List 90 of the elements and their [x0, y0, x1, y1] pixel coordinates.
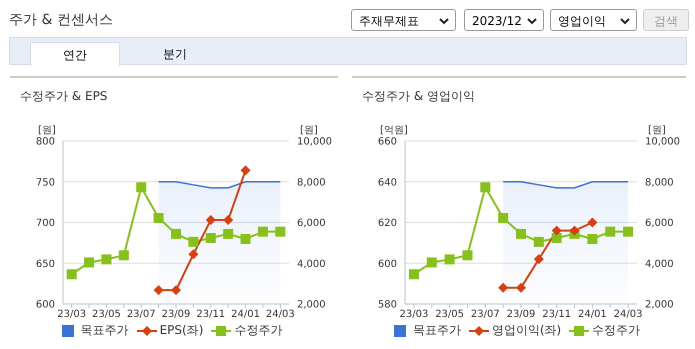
point: [570, 226, 580, 236]
chart-title: 수정주가 & EPS: [20, 88, 108, 105]
point: [101, 254, 112, 264]
point: [587, 234, 598, 244]
legend-label: 목표주가: [412, 322, 461, 339]
point: [154, 285, 164, 296]
point: [605, 226, 616, 237]
x-tick-label: 24/01: [231, 309, 260, 320]
point: [623, 226, 634, 237]
chart-title: 수정주가 & 영업이익: [362, 88, 475, 105]
x-tick-label: 23/11: [542, 309, 572, 320]
point: [223, 228, 234, 239]
point: [480, 182, 490, 192]
point: [552, 226, 562, 236]
y2-tick-label: 10,000: [645, 136, 680, 148]
x-tick-label: 23/03: [57, 309, 86, 320]
point: [462, 250, 472, 260]
point: [516, 282, 526, 293]
y2-tick-label: 10,000: [297, 136, 332, 148]
y-tick-label: 620: [378, 218, 397, 230]
point: [408, 269, 419, 280]
y2-tick-label: 2,000: [645, 300, 674, 311]
dropdown-field: 2023/12: [464, 9, 544, 31]
point: [552, 232, 562, 243]
y2-tick-label: 2,000: [297, 300, 326, 311]
y-tick-label: 750: [36, 177, 55, 188]
dropdown-field: 영업이익: [550, 9, 637, 31]
point: [275, 226, 286, 237]
y-axis-title: [억원]: [380, 124, 408, 137]
text: 분기: [162, 46, 188, 63]
x-tick-label: 23/05: [92, 309, 121, 320]
point: [426, 257, 437, 268]
point: [587, 218, 598, 228]
x-tick-label: 24/01: [578, 309, 607, 320]
point: [498, 282, 508, 293]
point: [171, 285, 181, 296]
point: [206, 215, 216, 226]
point: [188, 249, 198, 260]
point: [516, 228, 526, 239]
point: [171, 228, 181, 239]
legend-label: 수정주가: [234, 322, 282, 339]
point: [206, 232, 216, 243]
text: 주가 & 컨센서스: [9, 11, 113, 29]
y-tick-label: 600: [36, 300, 55, 311]
point: [154, 213, 164, 224]
y-tick-label: 640: [378, 177, 397, 188]
y2-tick-label: 8,000: [297, 177, 326, 188]
x-tick-label: 23/09: [506, 309, 536, 320]
y2-tick-label: 8,000: [645, 177, 674, 188]
y2-tick-label: 6,000: [645, 218, 674, 230]
x-tick-label: 23/11: [196, 309, 226, 320]
x-tick-label: 23/09: [162, 309, 190, 320]
x-tick-label: 23/05: [435, 309, 464, 320]
point: [444, 254, 455, 264]
point: [84, 257, 94, 268]
dropdown-field: 주재무제표: [351, 9, 456, 31]
x-tick-label: 24/03: [266, 309, 295, 320]
point: [534, 236, 544, 247]
y2-tick-label: 4,000: [297, 258, 326, 270]
point: [66, 269, 77, 280]
point: [223, 215, 234, 226]
y-tick-label: 650: [36, 258, 55, 270]
x-tick-label: 23/07: [126, 309, 156, 320]
point: [136, 182, 146, 192]
y-axis-title: [원]: [38, 124, 56, 137]
y-tick-label: 600: [378, 258, 397, 270]
legend-label: 수정주가: [592, 322, 640, 339]
y-tick-label: 660: [378, 136, 397, 148]
tab: 연간: [30, 42, 120, 66]
y-tick-label: 800: [36, 136, 55, 148]
legend-label: 영업이익(좌): [492, 322, 562, 339]
legend-label: 목표주가: [80, 322, 129, 339]
y2-tick-label: 4,000: [645, 258, 674, 270]
point: [188, 236, 198, 247]
x-tick-label: 23/03: [400, 309, 428, 320]
point: [240, 165, 251, 176]
search-button: 검색: [643, 9, 689, 31]
x-tick-label: 24/03: [614, 309, 642, 320]
point: [258, 226, 268, 237]
legend-label: EPS(좌): [160, 322, 204, 339]
y2-axis-title: [원]: [648, 124, 666, 137]
y2-tick-label: 6,000: [297, 218, 326, 230]
x-tick-label: 23/07: [470, 309, 500, 320]
point: [240, 234, 251, 244]
point: [118, 250, 129, 260]
y2-axis-title: [원]: [300, 124, 318, 137]
point: [498, 213, 508, 224]
point: [534, 254, 544, 264]
y-tick-label: 580: [378, 300, 397, 311]
y-tick-label: 700: [36, 218, 55, 230]
